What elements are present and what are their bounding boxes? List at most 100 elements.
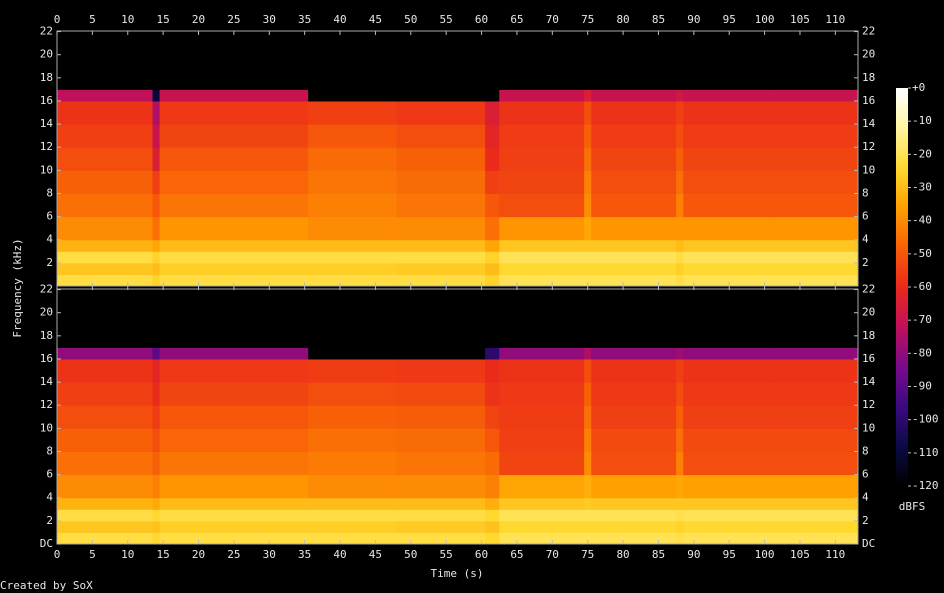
heatmap-cell: [768, 474, 859, 499]
x-tick-label: 15: [157, 13, 170, 26]
heatmap-cell: [768, 31, 859, 90]
heatmap-cell: [159, 274, 309, 287]
heatmap-cell: [676, 124, 684, 148]
heatmap-cell: [57, 532, 154, 545]
heatmap-cell: [308, 147, 398, 171]
heatmap-cell: [159, 170, 309, 194]
x-tick-label: 60: [475, 548, 488, 561]
heatmap-cell: [584, 124, 592, 148]
y-tick-label: 2: [46, 514, 53, 527]
heatmap-cell: [499, 509, 585, 522]
heatmap-cell: [308, 262, 398, 275]
heatmap-cell: [768, 358, 859, 383]
heatmap-cell: [57, 509, 154, 522]
heatmap-cell: [396, 347, 486, 360]
heatmap-cell: [499, 100, 585, 125]
heatmap-cell: [591, 474, 677, 499]
heatmap-cell: [499, 532, 585, 545]
colorbar-tick-label: -40: [912, 214, 932, 227]
heatmap-cell: [152, 358, 161, 383]
colorbar-tick-label: -120: [912, 479, 939, 492]
heatmap-cell: [768, 405, 859, 429]
heatmap-cell: [683, 262, 769, 275]
heatmap-cell: [485, 474, 500, 499]
heatmap-cell: [485, 358, 500, 383]
heatmap-cell: [499, 193, 585, 218]
heatmap-cell: [485, 347, 500, 360]
heatmap-cell: [152, 382, 161, 406]
y-tick-label: 12: [40, 140, 53, 153]
heatmap-cell: [683, 520, 769, 533]
heatmap-cell: [152, 509, 161, 522]
heatmap-cell: [308, 347, 398, 360]
heatmap-cell: [159, 347, 309, 360]
heatmap-cell: [396, 509, 486, 522]
heatmap-cell: [768, 262, 859, 275]
heatmap-cell: [676, 251, 684, 264]
heatmap-cell: [683, 358, 769, 383]
heatmap-cell: [57, 405, 154, 429]
x-tick-label: 30: [263, 548, 276, 561]
x-tick-label: 5: [89, 548, 96, 561]
colorbar-tick-label: -90: [912, 380, 932, 393]
heatmap-cell: [308, 193, 398, 218]
y-tick-label: 20: [40, 48, 53, 61]
heatmap-cell: [768, 239, 859, 252]
heatmap-cell: [768, 451, 859, 476]
heatmap-cell: [768, 193, 859, 218]
heatmap-cell: [485, 262, 500, 275]
x-tick-label: 100: [755, 548, 775, 561]
heatmap-cell: [485, 239, 500, 252]
y-tick-label: 6: [46, 210, 53, 223]
heatmap-cell: [584, 509, 592, 522]
heatmap-cell: [57, 382, 154, 406]
heatmap-cell: [584, 520, 592, 533]
heatmap-cell: [499, 474, 585, 499]
x-tick-label: 35: [298, 548, 311, 561]
heatmap-cell: [159, 239, 309, 252]
heatmap-cell: [591, 289, 677, 348]
heatmap-cell: [396, 147, 486, 171]
heatmap-cell: [676, 451, 684, 476]
heatmap-cell: [57, 451, 154, 476]
x-tick-label: 95: [723, 548, 736, 561]
heatmap-cell: [584, 100, 592, 125]
y-tick-label: 14: [40, 375, 54, 388]
x-tick-label: 5: [89, 13, 96, 26]
plot-frame: [56, 288, 859, 545]
heatmap-cell: [485, 100, 500, 125]
y-tick-label: 4: [862, 233, 869, 246]
x-tick-label: 75: [581, 548, 594, 561]
heatmap-cell: [591, 262, 677, 275]
heatmap-cell: [584, 274, 592, 287]
y-tick-label: 16: [40, 352, 53, 365]
x-tick-label: 105: [790, 548, 810, 561]
y-tick-label: 20: [862, 48, 875, 61]
y-tick-label: 12: [862, 140, 875, 153]
heatmap-cell: [485, 251, 500, 264]
heatmap-cell: [683, 382, 769, 406]
heatmap-cell: [591, 274, 677, 287]
heatmap-cell: [499, 124, 585, 148]
heatmap-cell: [57, 428, 154, 452]
x-tick-label: 65: [510, 548, 523, 561]
heatmap-cell: [485, 216, 500, 241]
heatmap-cell: [485, 451, 500, 476]
heatmap-cell: [683, 474, 769, 499]
heatmap-cell: [485, 124, 500, 148]
x-tick-label: 40: [333, 13, 346, 26]
heatmap-cell: [683, 170, 769, 194]
heatmap-cell: [676, 216, 684, 241]
heatmap-cell: [485, 497, 500, 510]
heatmap-cell: [485, 170, 500, 194]
heatmap-cell: [591, 170, 677, 194]
heatmap-cell: [683, 216, 769, 241]
y-tick-label: 22: [40, 25, 53, 38]
heatmap-cell: [676, 147, 684, 171]
heatmap-cell: [676, 520, 684, 533]
y-tick-label: 2: [46, 256, 53, 269]
heatmap-cells: [57, 31, 859, 545]
heatmap-cell: [499, 89, 585, 102]
heatmap-cell: [57, 147, 154, 171]
heatmap-cell: [676, 405, 684, 429]
